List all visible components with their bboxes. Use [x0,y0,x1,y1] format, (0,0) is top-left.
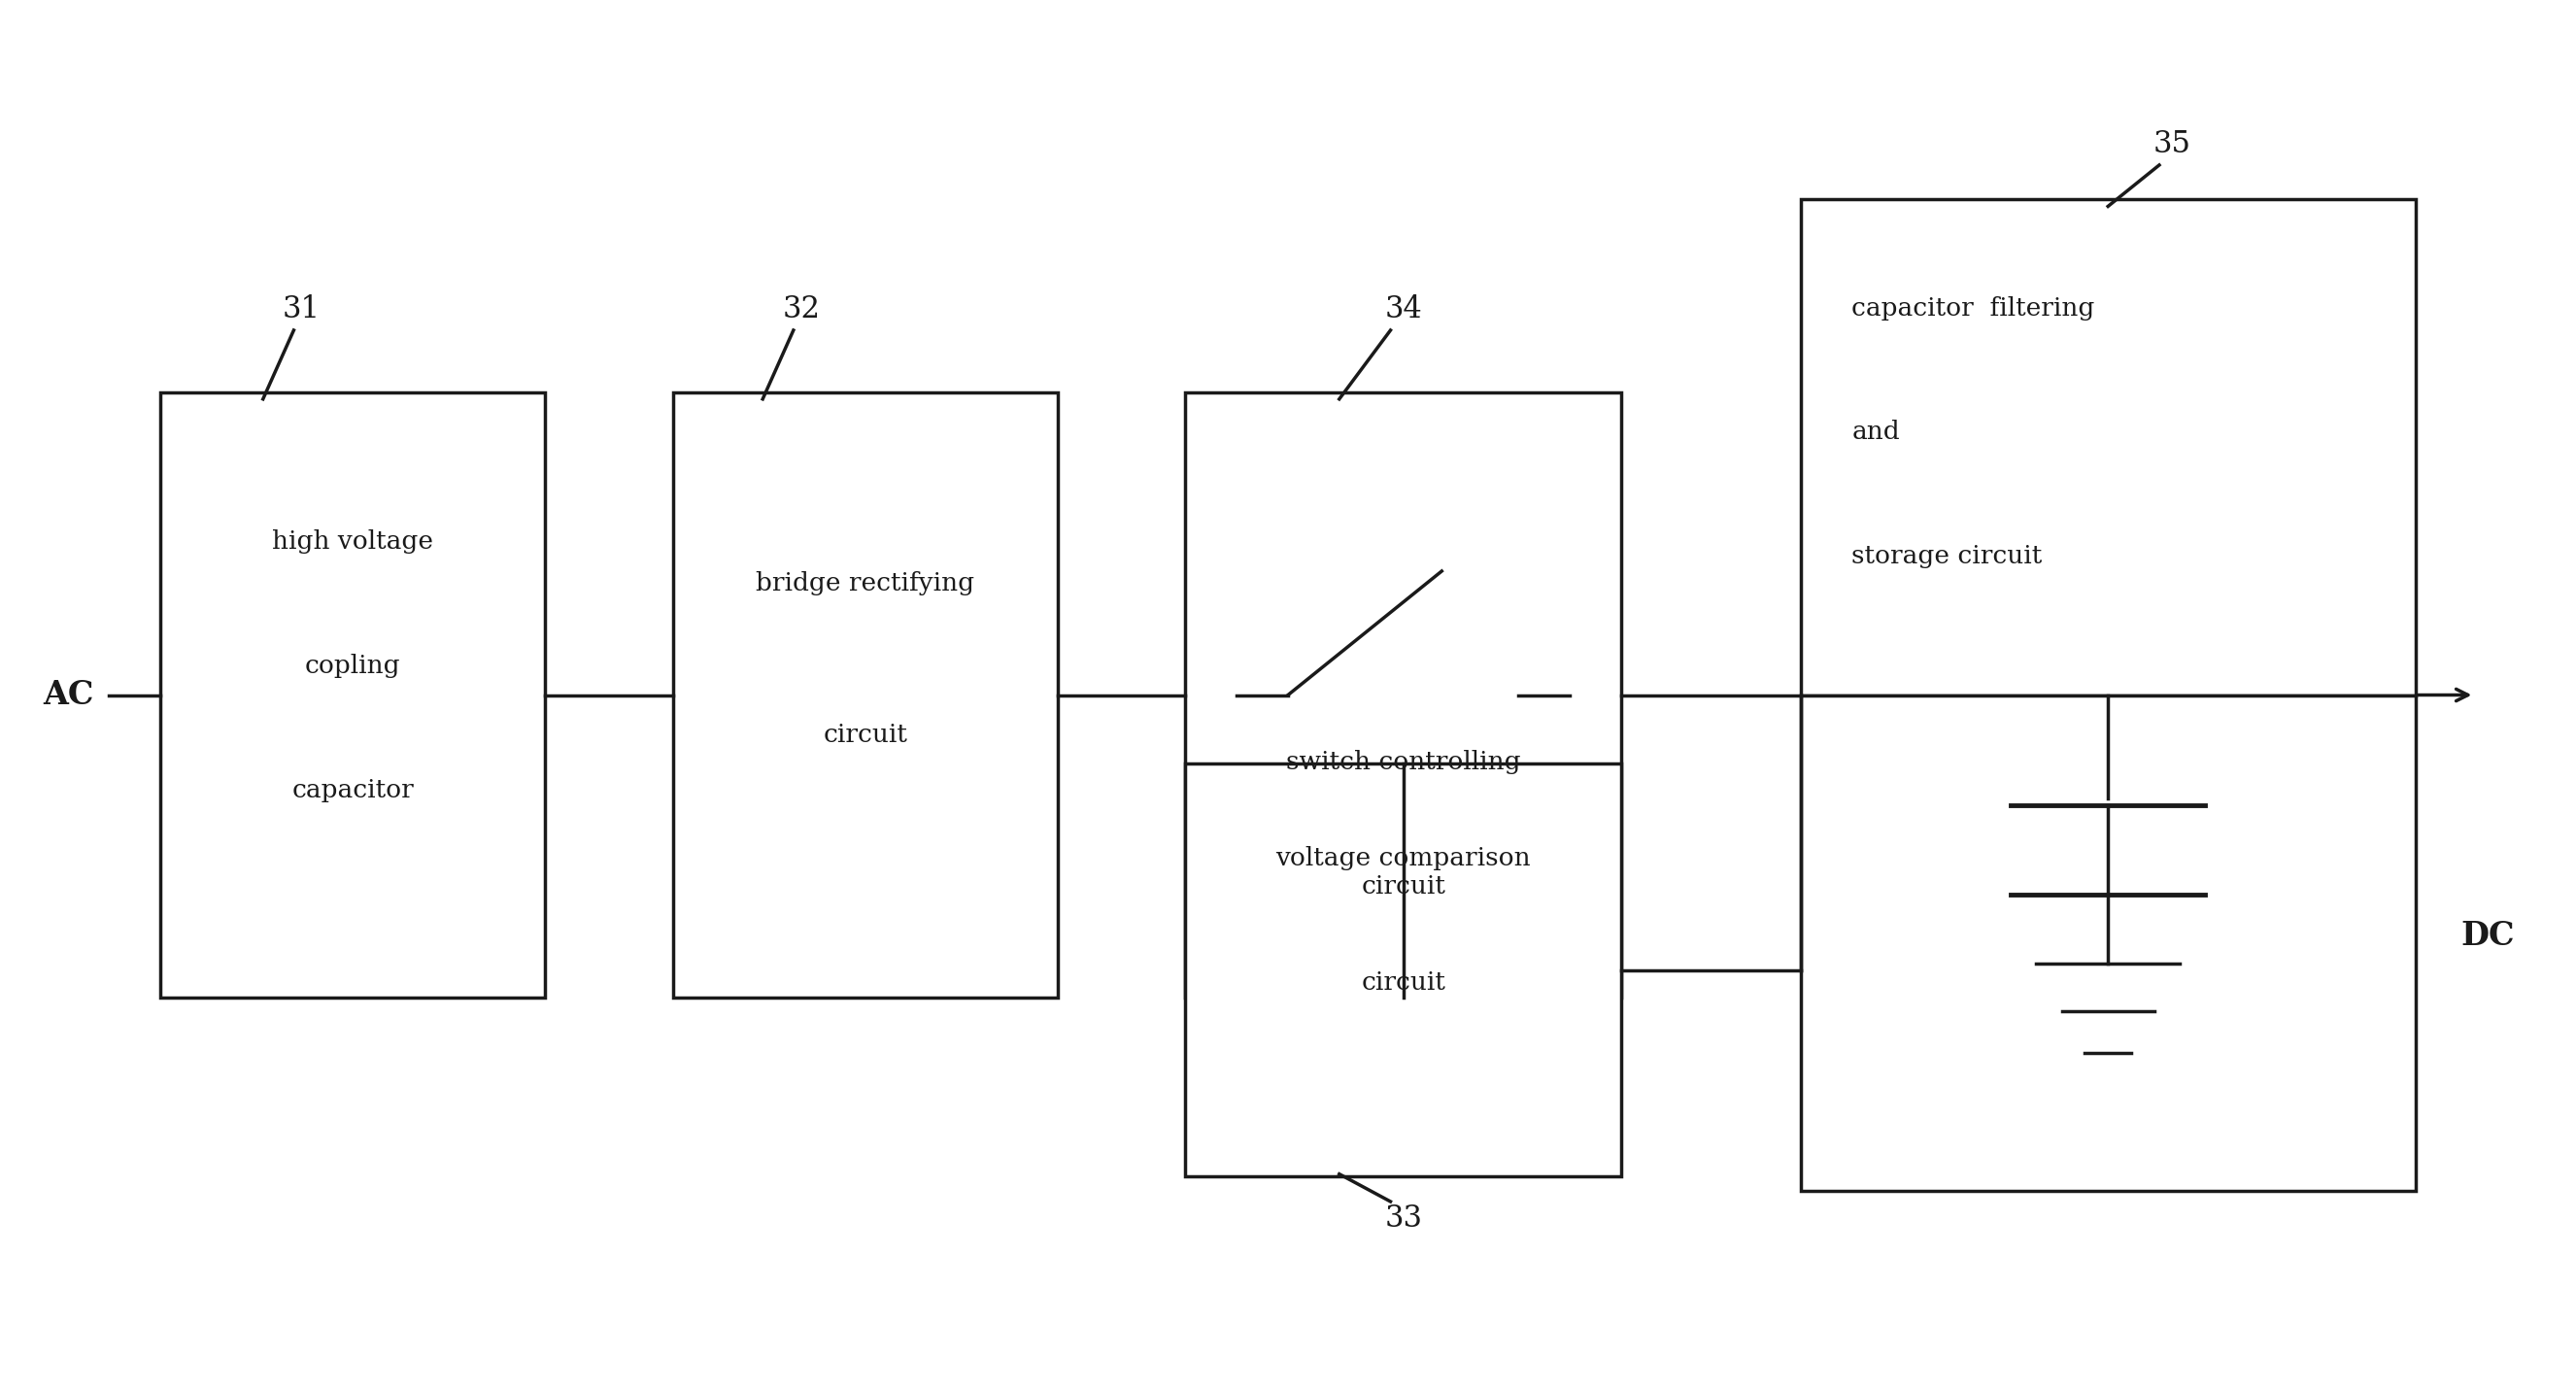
Text: 33: 33 [1383,1202,1422,1233]
Bar [1801,695,2416,1191]
Text: switch controlling: switch controlling [1285,751,1520,774]
Text: copling: copling [304,653,402,678]
Text: 35: 35 [2154,129,2192,160]
Text: storage circuit: storage circuit [1852,543,2043,569]
Text: circuit: circuit [822,723,907,746]
Text: AC: AC [44,678,93,712]
Text: high voltage: high voltage [273,530,433,555]
Text: capacitor: capacitor [291,777,415,802]
Text: and: and [1852,420,1901,443]
Text: voltage comparison: voltage comparison [1275,847,1530,870]
Bar [1801,199,2416,695]
Text: 31: 31 [283,295,319,325]
Bar [1185,764,1620,1177]
Text: bridge rectifying: bridge rectifying [755,571,974,595]
Text: circuit: circuit [1360,874,1445,898]
Text: 34: 34 [1383,295,1422,325]
Bar [672,392,1056,998]
Text: 32: 32 [783,295,819,325]
Bar [160,392,546,998]
Text: circuit: circuit [1360,970,1445,995]
Bar [1185,392,1620,998]
Text: DC: DC [2460,920,2514,952]
Text: capacitor  filtering: capacitor filtering [1852,296,2094,320]
